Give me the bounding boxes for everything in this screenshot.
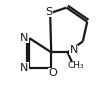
Text: N: N: [20, 33, 29, 43]
Text: N: N: [20, 63, 29, 73]
Text: O: O: [48, 68, 57, 78]
Text: CH₃: CH₃: [68, 61, 85, 70]
Text: S: S: [45, 7, 53, 17]
Text: N: N: [69, 45, 78, 55]
